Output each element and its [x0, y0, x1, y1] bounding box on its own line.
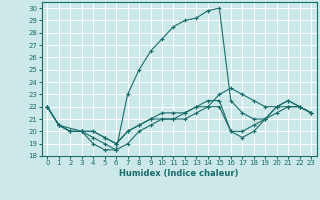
X-axis label: Humidex (Indice chaleur): Humidex (Indice chaleur)	[119, 169, 239, 178]
